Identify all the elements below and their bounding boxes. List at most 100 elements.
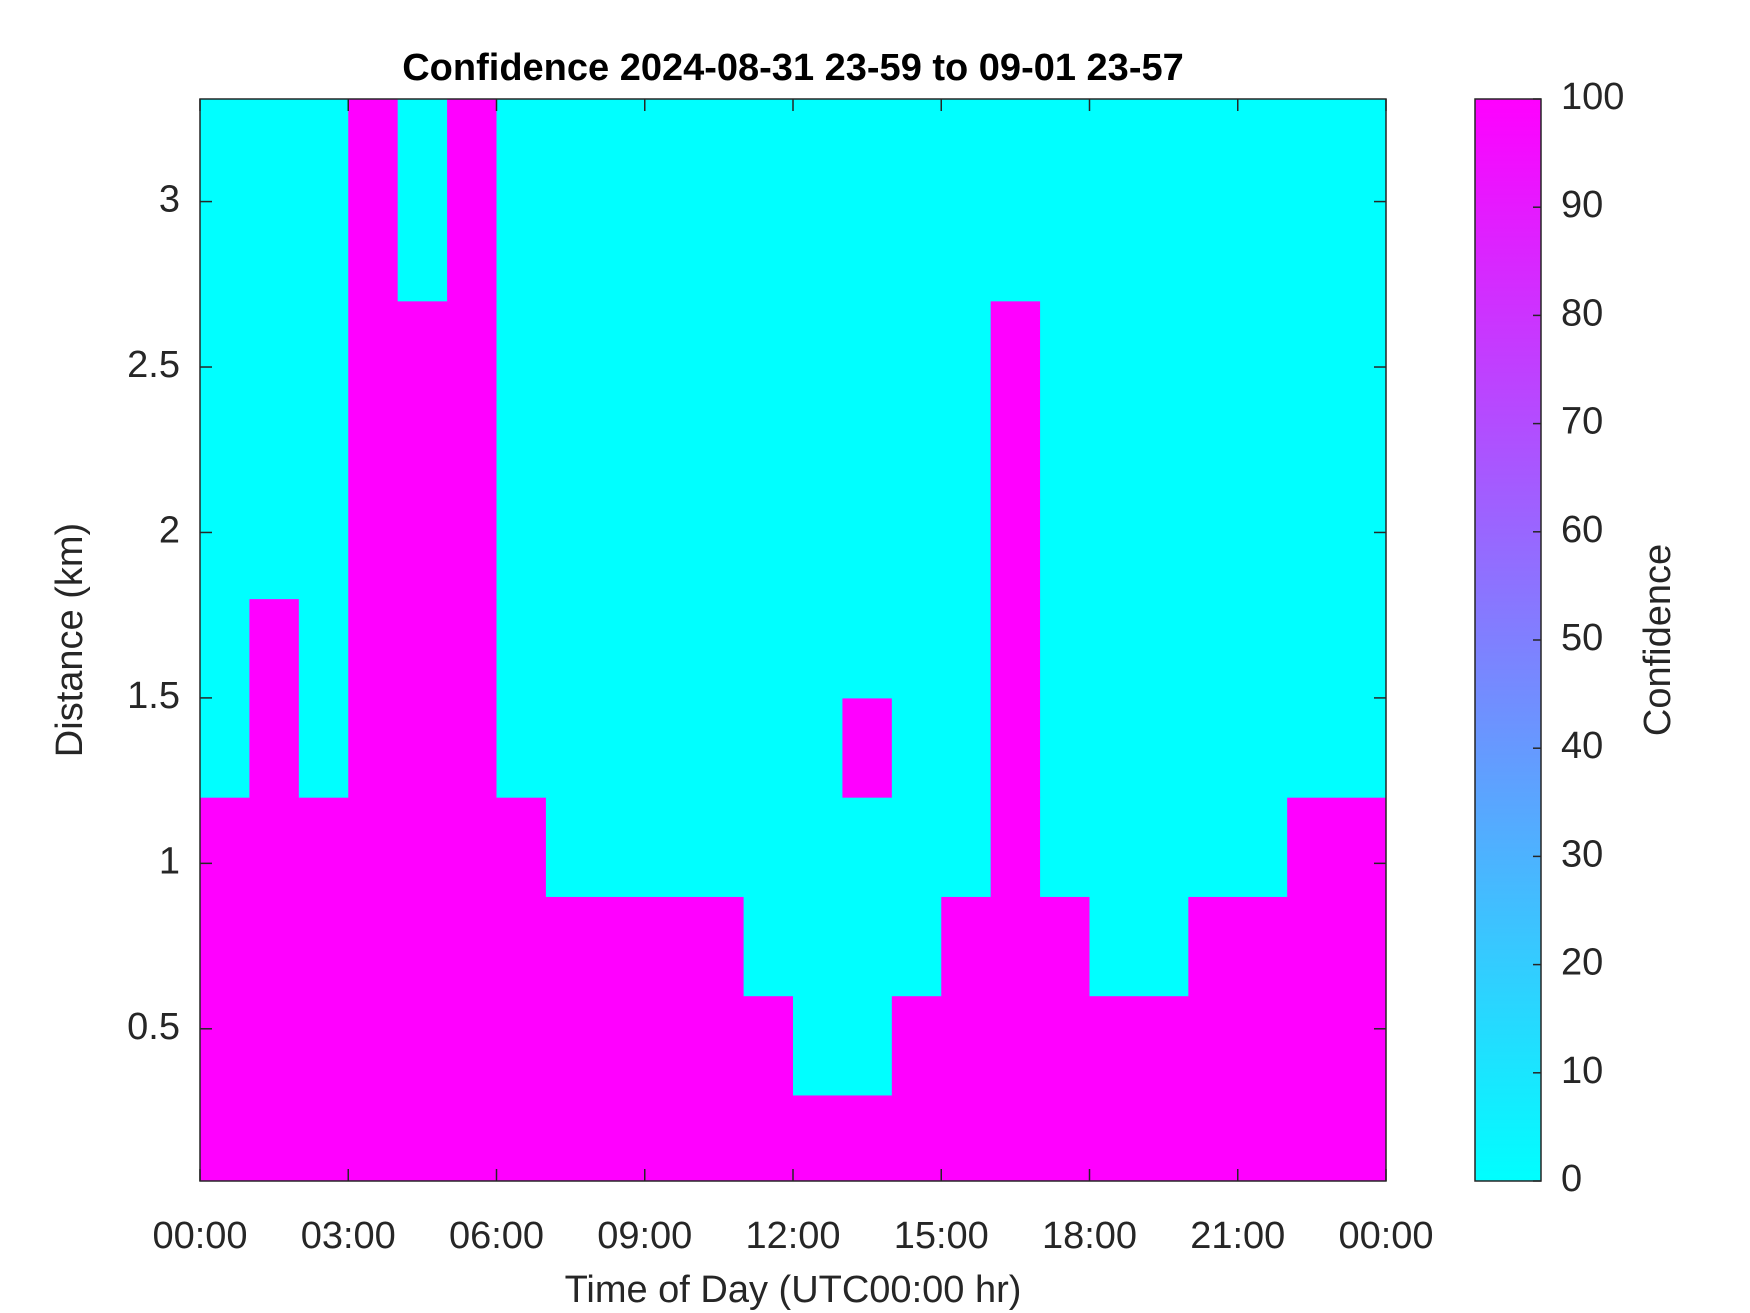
heatmap-cell bbox=[595, 697, 646, 798]
heatmap-cell bbox=[1089, 400, 1140, 500]
heatmap-cell bbox=[990, 697, 1041, 798]
heatmap-cell bbox=[1237, 697, 1288, 798]
heatmap-cell bbox=[595, 201, 646, 302]
heatmap-cell bbox=[1188, 995, 1239, 1096]
heatmap-cell bbox=[1089, 1094, 1140, 1182]
colorbar-label: Confidence bbox=[1637, 544, 1679, 736]
y-tick-label: 2 bbox=[159, 509, 180, 551]
heatmap-cell bbox=[1089, 201, 1140, 302]
heatmap-cell bbox=[447, 300, 497, 401]
heatmap-cell bbox=[545, 995, 596, 1096]
heatmap-cell bbox=[1138, 598, 1189, 699]
heatmap-cell bbox=[1237, 995, 1288, 1096]
heatmap-cell bbox=[941, 300, 992, 401]
heatmap-cell bbox=[1336, 995, 1387, 1096]
heatmap-cell bbox=[298, 201, 349, 302]
heatmap-cell bbox=[941, 201, 992, 302]
heatmap-cell bbox=[1089, 995, 1140, 1096]
heatmap-cell bbox=[1188, 400, 1239, 500]
heatmap-cell bbox=[1138, 99, 1189, 203]
heatmap-cell bbox=[249, 1094, 300, 1182]
heatmap-cell bbox=[298, 697, 349, 798]
heatmap-cell bbox=[397, 697, 448, 798]
heatmap-cell bbox=[1089, 697, 1140, 798]
heatmap-cell bbox=[1138, 797, 1189, 897]
y-tick-label: 1.5 bbox=[127, 675, 180, 717]
colorbar-tick-label: 80 bbox=[1561, 292, 1603, 334]
heatmap-cell bbox=[1237, 1094, 1288, 1182]
heatmap-cell bbox=[941, 1094, 992, 1182]
heatmap-cell bbox=[694, 797, 745, 897]
heatmap-cell bbox=[990, 598, 1041, 699]
heatmap-cell bbox=[447, 697, 497, 798]
heatmap-cell bbox=[891, 400, 942, 500]
heatmap-cell bbox=[644, 697, 695, 798]
heatmap-cell bbox=[1336, 400, 1387, 500]
heatmap-cell bbox=[644, 1094, 695, 1182]
x-tick-label: 18:00 bbox=[1042, 1215, 1137, 1257]
heatmap-cell bbox=[1237, 499, 1288, 600]
heatmap-cell bbox=[397, 201, 448, 302]
colorbar-tick-label: 10 bbox=[1561, 1050, 1603, 1092]
heatmap-cell bbox=[1287, 697, 1338, 798]
heatmap-cell bbox=[1138, 201, 1189, 302]
heatmap-cell bbox=[397, 797, 448, 897]
heatmap-cell bbox=[743, 201, 794, 302]
heatmap-cell bbox=[496, 300, 547, 401]
chart-title: Confidence 2024-08-31 23-59 to 09-01 23-… bbox=[402, 47, 1184, 89]
heatmap-cell bbox=[1040, 400, 1090, 500]
heatmap-cell bbox=[694, 1094, 745, 1182]
heatmap-cell bbox=[1089, 797, 1140, 897]
heatmap-cell bbox=[644, 201, 695, 302]
heatmap-cell bbox=[891, 697, 942, 798]
heatmap-cell bbox=[496, 1094, 547, 1182]
heatmap-cell bbox=[644, 400, 695, 500]
heatmap-cell bbox=[743, 896, 794, 997]
heatmap-cell bbox=[1040, 697, 1090, 798]
heatmap-cell bbox=[397, 499, 448, 600]
heatmap-cell bbox=[1287, 896, 1338, 997]
heatmap-cell bbox=[842, 896, 893, 997]
heatmap-cell bbox=[1287, 598, 1338, 699]
heatmap-cell bbox=[200, 201, 250, 302]
heatmap-cell bbox=[249, 896, 300, 997]
heatmap-cell bbox=[249, 499, 300, 600]
heatmap-cell bbox=[694, 598, 745, 699]
heatmap-cell bbox=[1237, 201, 1288, 302]
x-tick-label: 09:00 bbox=[597, 1215, 692, 1257]
heatmap-cell bbox=[793, 400, 843, 500]
heatmap-cell bbox=[249, 995, 300, 1096]
heatmap-cell bbox=[1138, 1094, 1189, 1182]
heatmap-cell bbox=[891, 499, 942, 600]
heatmap-cell bbox=[298, 598, 349, 699]
heatmap-cell bbox=[1237, 797, 1288, 897]
heatmap-cell bbox=[397, 995, 448, 1096]
heatmap-cell bbox=[1089, 896, 1140, 997]
heatmap-cell bbox=[1089, 598, 1140, 699]
heatmap-cell bbox=[1040, 896, 1090, 997]
heatmap-cell bbox=[891, 598, 942, 699]
heatmap-cell bbox=[200, 300, 250, 401]
heatmap-cell bbox=[1040, 598, 1090, 699]
heatmap-cell bbox=[941, 797, 992, 897]
heatmap-cell bbox=[298, 99, 349, 203]
heatmap-cell bbox=[891, 300, 942, 401]
heatmap-cell bbox=[1188, 896, 1239, 997]
heatmap-cell bbox=[1040, 300, 1090, 401]
x-tick-label: 21:00 bbox=[1190, 1215, 1285, 1257]
heatmap-cell bbox=[348, 499, 399, 600]
heatmap-cell bbox=[348, 697, 399, 798]
heatmap-cell bbox=[793, 697, 843, 798]
heatmap-cell bbox=[842, 995, 893, 1096]
heatmap-cell bbox=[397, 400, 448, 500]
heatmap-cell bbox=[1237, 598, 1288, 699]
heatmap-cell bbox=[694, 995, 745, 1096]
heatmap-cell bbox=[941, 99, 992, 203]
heatmap-cell bbox=[990, 797, 1041, 897]
heatmap-cell bbox=[1040, 201, 1090, 302]
heatmap-cell bbox=[842, 499, 893, 600]
heatmap-cell bbox=[842, 300, 893, 401]
heatmap-cell bbox=[545, 797, 596, 897]
heatmap-cell bbox=[1188, 797, 1239, 897]
heatmap-cell bbox=[941, 995, 992, 1096]
